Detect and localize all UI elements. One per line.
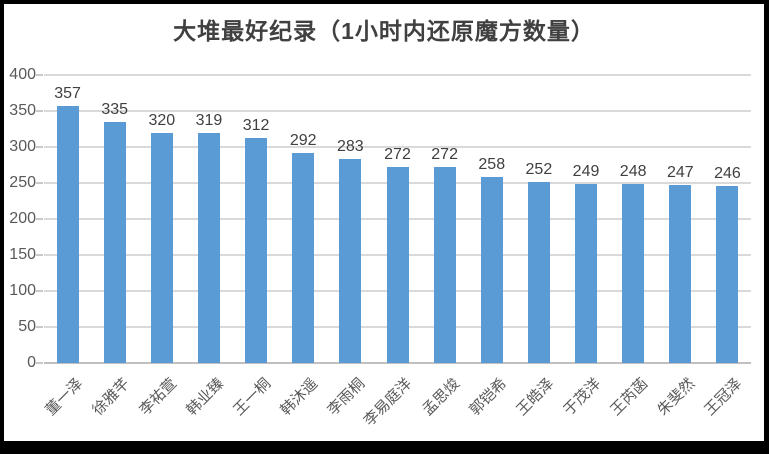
- bar-value-label: 292: [289, 131, 317, 149]
- y-axis-tick-label: 100: [9, 282, 36, 299]
- bar-value-label: 247: [666, 164, 694, 182]
- bar-value-label: 258: [478, 156, 506, 174]
- bar-徐雅芊: [103, 121, 126, 363]
- y-axis-tick-label: 0: [27, 354, 36, 371]
- bar-value-label: 252: [525, 160, 553, 178]
- bar-value-label: 335: [101, 100, 129, 118]
- bar-value-label: 249: [572, 162, 600, 180]
- y-axis-tick-label: 150: [9, 246, 36, 263]
- x-axis-category-label: 王皓泽: [513, 375, 558, 419]
- x-axis-category-label: 董一泽: [41, 375, 86, 419]
- bar-韩沐遥: [292, 152, 315, 363]
- bar-王一桐: [245, 138, 268, 363]
- bar-value-label: 283: [337, 138, 364, 156]
- bar-value-label: 246: [714, 164, 741, 182]
- y-axis-tick: [36, 254, 43, 256]
- y-axis-tick-label: 250: [9, 174, 36, 191]
- bar-董一泽: [56, 105, 79, 363]
- x-axis-category-label: 韩沐遥: [277, 375, 322, 419]
- y-axis-tick: [36, 74, 43, 76]
- x-axis-category-label: 韩业臻: [183, 375, 228, 419]
- x-axis-category-label: 王冠泽: [701, 375, 746, 419]
- bar-郭铠希: [480, 177, 503, 363]
- bar-value-label: 319: [195, 112, 223, 130]
- bar-王冠泽: [716, 185, 739, 363]
- x-axis-category-label: 于茂洋: [560, 375, 605, 419]
- y-axis-tick-label: 50: [18, 318, 36, 335]
- bar-李易庭洋: [386, 167, 409, 363]
- x-axis-category-label: 王一桐: [230, 375, 275, 419]
- y-axis-tick-label: 400: [9, 66, 36, 83]
- gridline: [44, 146, 751, 148]
- y-axis-tick: [36, 218, 43, 220]
- bar-王皓泽: [527, 181, 550, 363]
- x-axis-category-label: 王芮菡: [607, 375, 652, 419]
- y-axis-tick: [36, 110, 43, 112]
- bar-李祐萱: [150, 132, 173, 363]
- bar-value-label: 248: [619, 163, 647, 181]
- bar-value-label: 272: [384, 146, 411, 164]
- x-axis-category-label: 徐雅芊: [88, 375, 133, 419]
- y-axis-tick: [36, 326, 43, 328]
- bar-value-label: 320: [148, 111, 176, 129]
- gridline: [44, 110, 751, 112]
- bar-value-label: 272: [431, 146, 458, 164]
- y-axis-tick-label: 350: [9, 102, 36, 119]
- bar-value-label: 357: [54, 84, 81, 102]
- chart-title: 大堆最好纪录（1小时内还原魔方数量）: [173, 18, 595, 44]
- chart-canvas: 大堆最好纪录（1小时内还原魔方数量） 0 50 100 150 200 250 300 350…: [4, 4, 764, 441]
- y-axis-tick: [36, 182, 43, 184]
- y-axis-tick: [36, 362, 43, 364]
- gridline: [44, 74, 751, 76]
- y-axis-tick-label: 300: [9, 138, 36, 155]
- bar-李雨桐: [339, 159, 362, 363]
- bar-朱斐然: [669, 185, 692, 363]
- bar-王芮菡: [622, 184, 645, 363]
- x-axis-category-label: 李祐萱: [136, 375, 180, 419]
- x-axis-category-label: 李易庭洋: [361, 375, 416, 430]
- bar-孟思焌: [433, 167, 456, 363]
- x-axis-line: [44, 362, 751, 364]
- bar-于茂洋: [575, 183, 598, 363]
- y-axis-tick: [36, 290, 43, 292]
- y-axis-tick-label: 200: [9, 210, 36, 227]
- bar-value-label: 312: [242, 117, 270, 135]
- x-axis-category-label: 郭铠希: [466, 375, 510, 419]
- y-axis-tick: [36, 146, 43, 148]
- plot-area: 0 50 100 150 200 250 300 350 400 357 董一泽 335 徐雅芊 320 李…: [9, 67, 751, 430]
- x-axis-category-label: 孟思焌: [418, 375, 463, 419]
- bar-韩业臻: [197, 133, 220, 363]
- x-axis-category-label: 朱斐然: [654, 375, 699, 419]
